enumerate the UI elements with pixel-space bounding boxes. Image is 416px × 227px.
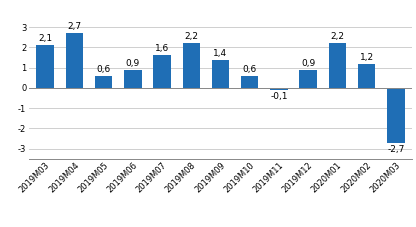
Text: 0,6: 0,6 [243, 65, 257, 74]
Text: 2,7: 2,7 [67, 22, 82, 31]
Text: 1,2: 1,2 [359, 53, 374, 62]
Bar [124, 70, 141, 88]
Bar [183, 43, 200, 88]
Bar [270, 88, 288, 90]
Bar [153, 55, 171, 88]
Text: 0,9: 0,9 [126, 59, 140, 68]
Bar [212, 59, 229, 88]
Bar [66, 33, 83, 88]
Bar [358, 64, 375, 88]
Text: -2,7: -2,7 [387, 145, 404, 154]
Text: -0,1: -0,1 [270, 92, 287, 101]
Bar [300, 70, 317, 88]
Text: 1,4: 1,4 [213, 49, 228, 57]
Text: 0,9: 0,9 [301, 59, 315, 68]
Text: 2,2: 2,2 [184, 32, 198, 41]
Text: 2,2: 2,2 [330, 32, 344, 41]
Bar [37, 45, 54, 88]
Bar [241, 76, 258, 88]
Bar [387, 88, 404, 143]
Text: 0,6: 0,6 [97, 65, 111, 74]
Bar [329, 43, 346, 88]
Text: 1,6: 1,6 [155, 44, 169, 53]
Text: 2,1: 2,1 [38, 34, 52, 43]
Bar [95, 76, 112, 88]
